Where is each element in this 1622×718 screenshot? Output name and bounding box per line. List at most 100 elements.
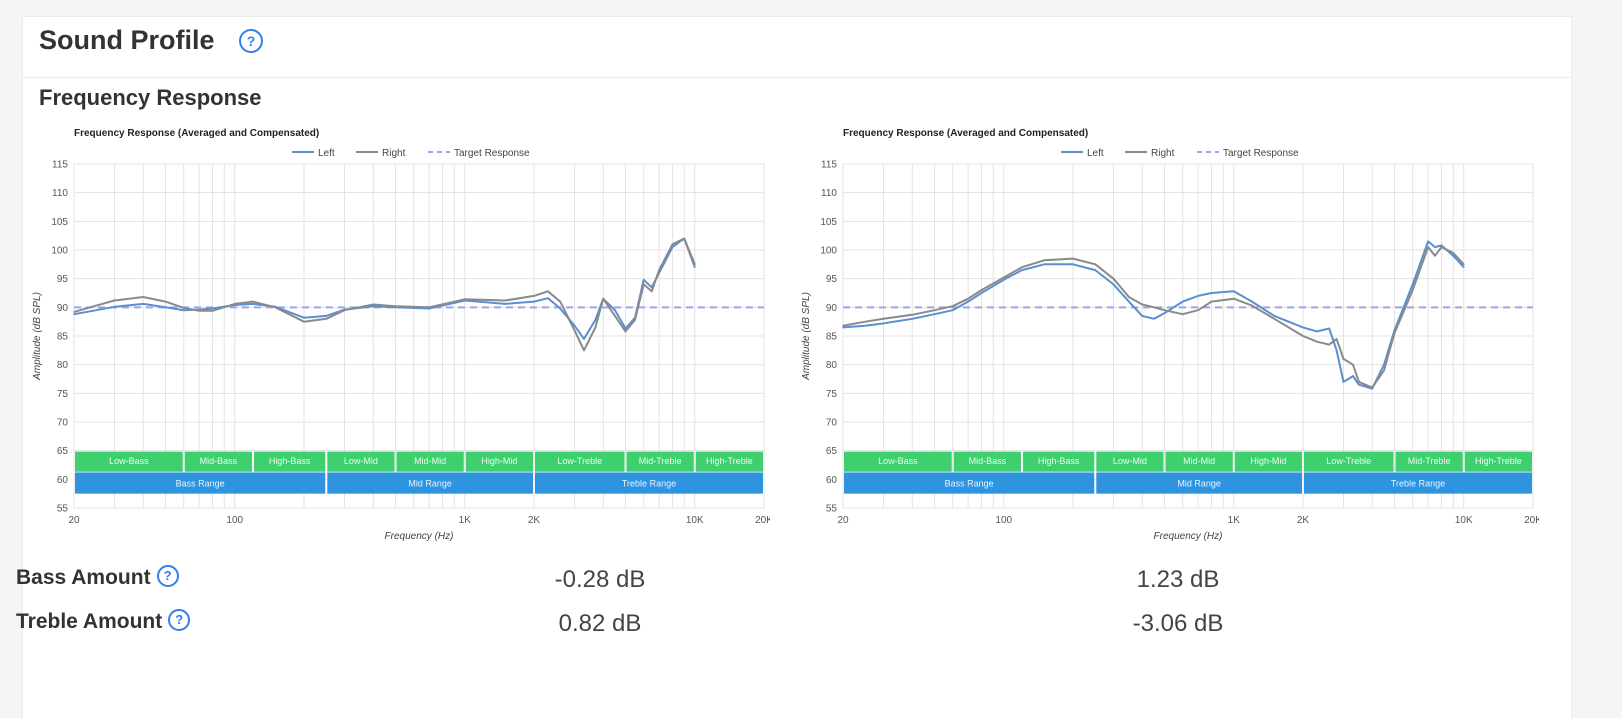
legend-label-target-response: Target Response	[1223, 148, 1299, 159]
series-left-line	[73, 237, 696, 340]
series-left-point	[1043, 263, 1046, 266]
x-axis-label: Frequency (Hz)	[1154, 531, 1223, 542]
y-tick-label: 90	[57, 303, 69, 314]
band-label: Low-Treble	[1326, 456, 1371, 466]
y-tick-label: 95	[826, 274, 838, 285]
series-right-point	[1452, 252, 1454, 254]
series-right-point	[1210, 300, 1213, 303]
series-left-point	[182, 309, 185, 311]
series-right-point	[614, 315, 616, 317]
frequency-bands: Low-Bass Mid-Bass High-Bass Low-Mid Mid-Mid H…	[844, 451, 1532, 494]
series-right-point	[504, 299, 507, 302]
band-label: Low-Bass	[109, 456, 149, 466]
y-tick-label: 85	[57, 332, 69, 343]
series-left-point	[1383, 363, 1385, 366]
series-left-point	[95, 309, 98, 311]
band-bass-range	[844, 472, 1095, 494]
x-tick-label: 1K	[459, 515, 472, 526]
series-left-point	[73, 313, 75, 315]
series-right-point	[182, 307, 185, 309]
band-low-treble	[535, 451, 625, 472]
series-right-point	[198, 310, 200, 312]
series-left-point	[1153, 318, 1155, 320]
y-tick-label: 100	[51, 246, 68, 257]
series-right-point	[967, 297, 969, 300]
series-left-point	[583, 338, 585, 340]
series-left-point	[1434, 246, 1436, 248]
series-left-point	[1463, 266, 1465, 268]
x-tick-label: 100	[226, 515, 243, 526]
y-axis-label: Amplitude (dB SPL)	[801, 292, 812, 381]
series-right-point	[1342, 358, 1345, 360]
band-label: Treble Range	[1391, 479, 1445, 489]
band-high-bass	[1022, 451, 1095, 472]
series-right-point	[394, 305, 397, 307]
series-left-point	[559, 307, 561, 310]
band-label: Mid-Treble	[1408, 456, 1451, 466]
series-right-point	[1003, 276, 1005, 279]
series-right-point	[650, 290, 653, 293]
series-left-point	[1335, 349, 1338, 352]
series-left-point	[1411, 283, 1414, 286]
treble-amount-value-2: -3.06 dB	[1132, 610, 1224, 637]
series-right-point	[372, 303, 375, 306]
series-right-point	[533, 295, 535, 297]
series-left-point	[1251, 300, 1253, 303]
chart-grid	[842, 163, 1534, 509]
x-tick-label: 20K	[1524, 515, 1539, 526]
series-right-point	[671, 243, 674, 246]
series-left-point	[573, 324, 576, 327]
series-left-point	[1197, 295, 1199, 297]
band-label: High-Treble	[1475, 456, 1522, 466]
band-mid-bass	[953, 451, 1021, 472]
y-tick-label: 60	[826, 475, 838, 486]
series-left-point	[1358, 383, 1360, 386]
y-tick-label: 85	[826, 332, 838, 343]
y-tick-label: 110	[52, 188, 68, 199]
help-circle-icon[interactable]: ?	[239, 29, 263, 53]
chart-title: Frequency Response (Averaged and Compens…	[74, 128, 319, 139]
series-right-point	[864, 320, 867, 323]
series-right-point	[911, 314, 913, 316]
series-right-point	[142, 296, 144, 298]
series-right-point	[602, 297, 604, 300]
x-tick-label: 100	[995, 515, 1012, 526]
series-left-point	[1452, 254, 1454, 257]
treble-amount-text: Treble Amount	[16, 610, 163, 633]
series-right-point	[1383, 369, 1385, 372]
y-tick-label: 75	[826, 389, 838, 400]
band-mid-treble	[626, 451, 694, 472]
series-right-point	[1434, 254, 1436, 257]
treble-amount-label: Treble Amount?	[16, 609, 191, 634]
series-left-point	[1440, 244, 1443, 247]
x-tick-label: 20	[837, 515, 849, 526]
band-label: Mid Range	[1177, 479, 1221, 489]
series-right-point	[1352, 363, 1354, 366]
y-tick-label: 55	[57, 504, 69, 515]
series-right-point	[1393, 332, 1396, 334]
series-left-point	[547, 297, 549, 299]
x-axis-label: Frequency (Hz)	[385, 531, 454, 542]
chart-legend: Left Right Target Response	[1061, 148, 1299, 159]
band-label: High-Mid	[1250, 456, 1286, 466]
band-treble-range	[1304, 472, 1532, 494]
legend-label-right: Right	[382, 148, 406, 159]
y-tick-label: 55	[826, 504, 838, 515]
series-left-point	[1072, 263, 1074, 266]
series-right-point	[1094, 263, 1097, 266]
legend-label-left: Left	[318, 148, 335, 159]
series-right-point	[694, 263, 696, 266]
help-circle-icon[interactable]: ?	[156, 565, 179, 588]
series-right-point	[1251, 304, 1253, 307]
y-tick-label: 60	[57, 475, 69, 486]
series-left-point	[1128, 300, 1130, 303]
legend-label-target-response: Target Response	[454, 148, 530, 159]
section-title: Frequency Response	[39, 85, 262, 110]
help-circle-icon[interactable]: ?	[168, 609, 191, 632]
band-treble-range	[535, 472, 763, 494]
page-title: Sound Profile	[39, 25, 215, 55]
series-left-point	[1328, 327, 1330, 330]
series-right-point	[683, 237, 685, 240]
series-right-point	[1153, 306, 1155, 309]
chart-title: Frequency Response (Averaged and Compens…	[843, 128, 1088, 139]
